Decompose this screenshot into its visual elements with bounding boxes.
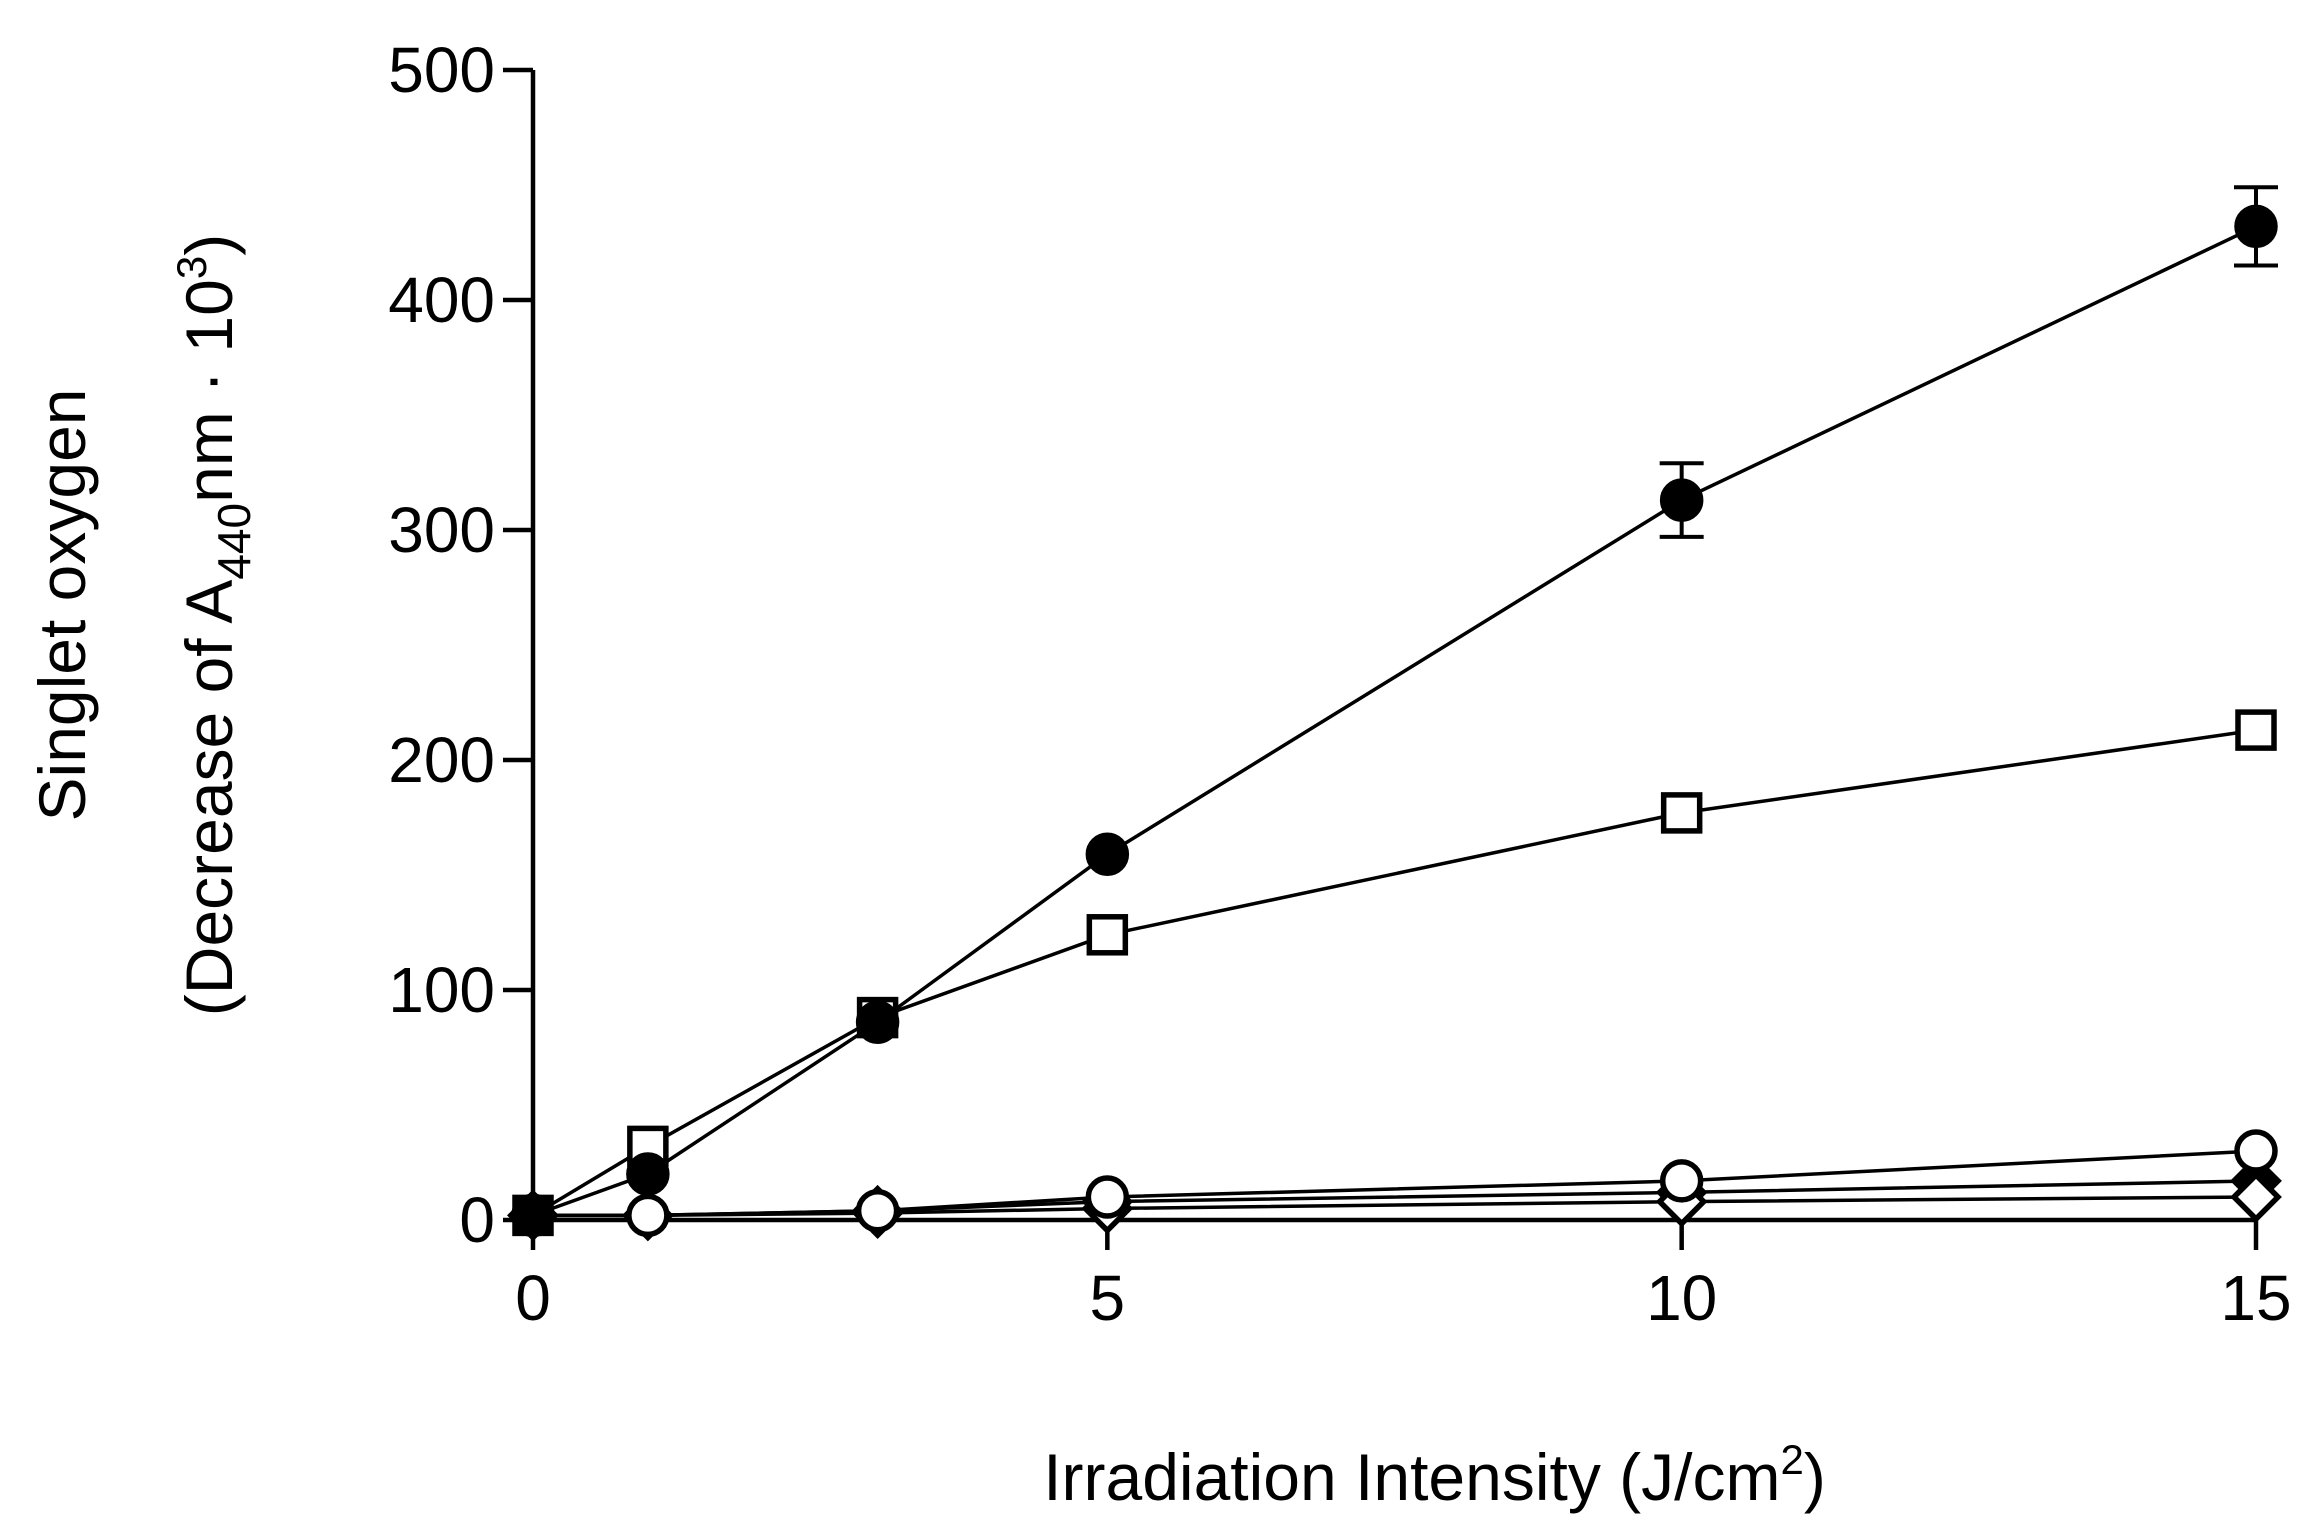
x-axis-title-superscript: 2 xyxy=(1780,1436,1803,1483)
y-axis-title-superscript: 3 xyxy=(168,256,215,279)
data-point-open-circle xyxy=(855,1189,900,1233)
y-axis-title-line2: (Decrease of A440nm · 103) xyxy=(168,234,260,1016)
y-tick-label: 200 xyxy=(388,724,495,796)
data-point-open-circle xyxy=(1085,1175,1130,1219)
series-markers xyxy=(507,204,2282,1242)
y-tick-label: 300 xyxy=(388,494,495,566)
data-point-open-circle xyxy=(1659,1159,1704,1203)
data-point-filled-circle xyxy=(1659,478,1704,522)
x-tick-label: 10 xyxy=(1646,1262,1717,1334)
y-axis-title-subscript: 440 xyxy=(208,503,260,580)
y-axis-title-line2-b: nm · 10 xyxy=(172,279,246,503)
x-axis-title: Irradiation Intensity (J/cm2) xyxy=(1043,1436,1826,1514)
x-tick-label: 5 xyxy=(1090,1262,1126,1334)
data-point-filled-circle xyxy=(626,1152,670,1196)
series-line-open-square xyxy=(532,728,2257,1217)
y-axis-title: Singlet oxygen (Decrease of A440nm · 103… xyxy=(25,234,260,1016)
x-axis-title-end: ) xyxy=(1804,1440,1826,1514)
data-point-open-square xyxy=(1086,914,1129,956)
data-point-open-square xyxy=(1660,792,1703,834)
y-tick-label: 400 xyxy=(388,264,495,336)
x-tick-label: 15 xyxy=(2220,1262,2291,1334)
data-point-open-diamond xyxy=(2230,1171,2282,1223)
axes xyxy=(530,70,2256,1223)
x-tick-label: 0 xyxy=(515,1262,551,1334)
data-point-open-square xyxy=(2235,709,2277,751)
data-point-open-circle xyxy=(2234,1129,2278,1173)
data-point-open-circle xyxy=(626,1193,670,1238)
series-lines xyxy=(532,224,2257,1218)
y-axis-title-line1: Singlet oxygen xyxy=(25,389,99,822)
x-axis-title-main: Irradiation Intensity (J/cm xyxy=(1043,1440,1780,1514)
y-tick-label: 0 xyxy=(459,1184,495,1256)
data-point-filled-circle xyxy=(1085,832,1130,877)
y-tick-label: 100 xyxy=(388,954,495,1026)
y-axis-title-line2-a: (Decrease of A xyxy=(172,580,246,1017)
series-layer xyxy=(507,185,2282,1242)
data-point-filled-circle xyxy=(855,1000,900,1044)
data-point-filled-circle xyxy=(511,1193,555,1238)
y-axis-title-line2-c: ) xyxy=(172,234,246,256)
ticks: 0 100 200 300 400 500 0 5 10 15 xyxy=(388,34,2291,1334)
y-tick-label: 500 xyxy=(388,34,495,106)
data-point-filled-circle xyxy=(2234,204,2278,249)
